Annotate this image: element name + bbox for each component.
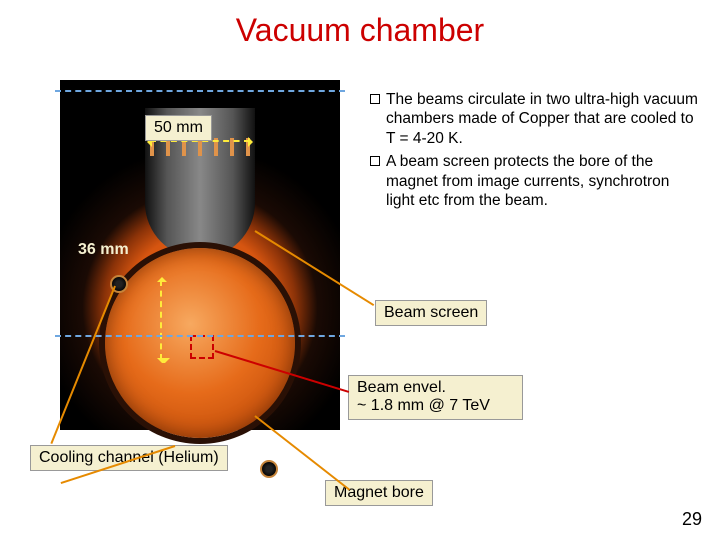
page-title: Vacuum chamber — [0, 0, 720, 49]
dimension-arrow-36mm — [160, 280, 162, 360]
description-bullets: The beams circulate in two ultra-high va… — [370, 90, 700, 214]
label-beam-envelope: Beam envel. ~ 1.8 mm @ 7 TeV — [348, 375, 523, 420]
cooling-hole-bottom — [260, 460, 278, 478]
label-beam-screen: Beam screen — [375, 300, 487, 326]
dimension-label-36mm: 36 mm — [70, 238, 137, 262]
bullet-text: The beams circulate in two ultra-high va… — [386, 90, 700, 148]
bullet-item: A beam screen protects the bore of the m… — [370, 152, 700, 210]
bullet-square-icon — [370, 156, 380, 166]
guide-line-mid — [55, 335, 345, 337]
beam-envelope-line2: ~ 1.8 mm @ 7 TeV — [357, 397, 490, 414]
label-cooling-channel: Cooling channel (Helium) — [30, 445, 228, 471]
page-number: 29 — [682, 509, 702, 530]
beam-envelope-box — [190, 335, 214, 359]
beam-envelope-line1: Beam envel. — [357, 379, 446, 396]
guide-line-top — [55, 90, 345, 92]
bullet-text: A beam screen protects the bore of the m… — [386, 152, 700, 210]
bullet-square-icon — [370, 94, 380, 104]
bullet-item: The beams circulate in two ultra-high va… — [370, 90, 700, 148]
dimension-label-50mm: 50 mm — [145, 115, 212, 141]
